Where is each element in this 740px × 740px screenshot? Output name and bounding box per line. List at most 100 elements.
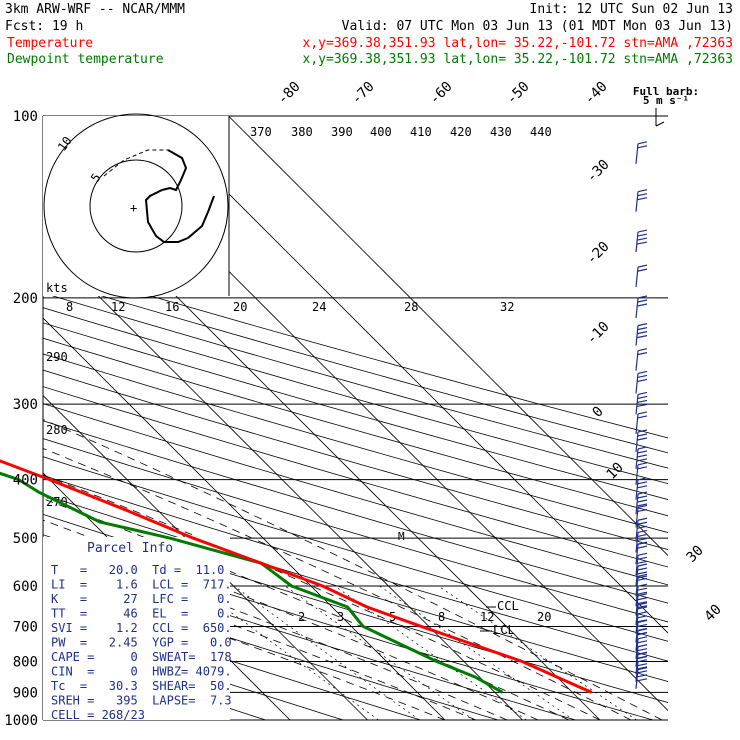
wind-barb bbox=[635, 411, 648, 434]
dry-adiabat bbox=[43, 278, 668, 454]
hodograph-background bbox=[43, 116, 229, 296]
wind-barb bbox=[635, 189, 648, 212]
hodograph-trace bbox=[144, 149, 189, 243]
wind-barb bbox=[635, 370, 648, 394]
parcel-info-row: Tc = 30.3 SHEAR= 50. bbox=[51, 679, 232, 693]
parcel-info-row: CELL = 268/23 bbox=[51, 708, 145, 722]
mixing-label-12: 12 bbox=[480, 610, 494, 624]
dry-adiabat bbox=[43, 576, 499, 720]
dry-adiabat bbox=[43, 474, 668, 662]
mixing-ratio-line bbox=[284, 585, 475, 720]
model-title: 3km ARW-WRF -- NCAR/MMM bbox=[5, 2, 185, 17]
speed-label-8: 8 bbox=[66, 300, 73, 314]
theta-label-290: 290 bbox=[46, 350, 68, 364]
wind-barb bbox=[635, 517, 648, 541]
wind-barb bbox=[635, 429, 648, 453]
isotherm-label-m70: -70 bbox=[349, 79, 378, 108]
wind-barb bbox=[635, 504, 648, 528]
isotherm-line bbox=[43, 317, 446, 720]
speed-label-32: 32 bbox=[500, 300, 514, 314]
theta-labels: 370 380 390 400 410 420 430 440 290 280 … bbox=[46, 125, 552, 509]
hodograph-ring-inner bbox=[89, 159, 183, 253]
wind-barb bbox=[635, 628, 648, 651]
speed-label-24: 24 bbox=[312, 300, 326, 314]
pressure-label: 100 bbox=[13, 109, 38, 125]
wind-barb bbox=[635, 583, 648, 607]
wind-barb bbox=[635, 593, 648, 616]
theta-label-400: 400 bbox=[370, 125, 392, 139]
theta-label-390: 390 bbox=[331, 125, 353, 139]
wind-barb bbox=[635, 563, 648, 587]
dewpoint-legend-label: Dewpoint temperature bbox=[7, 52, 164, 67]
wind-barb bbox=[635, 141, 648, 164]
wind-barbs bbox=[635, 141, 648, 689]
parcel-info-title: Parcel Info bbox=[87, 541, 173, 556]
theta-label-430: 430 bbox=[490, 125, 512, 139]
isotherm-line bbox=[228, 116, 668, 557]
wind-key-line1: Full barb: bbox=[633, 85, 699, 98]
parcel-info-row: K = 27 LFC = 0. bbox=[51, 592, 232, 606]
temperature-profile bbox=[0, 459, 593, 694]
dry-adiabat bbox=[43, 386, 668, 568]
parcel-info-background bbox=[43, 537, 230, 720]
theta-label-410: 410 bbox=[410, 125, 432, 139]
isotherm-labels: -80 -70 -60 -50 -40 -30 -20 -10 0 10 30 … bbox=[275, 79, 725, 625]
mixing-ratio-line bbox=[438, 585, 637, 720]
dewpoint-location: x,y=369.38,351.93 lat,lon= 35.22,-101.72… bbox=[303, 52, 733, 67]
theta-label-440: 440 bbox=[530, 125, 552, 139]
pressure-label: 300 bbox=[13, 397, 38, 413]
dry-adiabat bbox=[43, 337, 668, 517]
parcel-info-row: SREH = 395 LAPSE= 7.3 bbox=[51, 694, 232, 708]
speed-label-28: 28 bbox=[404, 300, 418, 314]
wind-barb bbox=[635, 264, 648, 288]
moist-adiabat bbox=[43, 571, 446, 720]
dry-adiabat bbox=[43, 263, 668, 439]
parcel-info-row: CIN = 0 HWBZ= 4079. bbox=[51, 665, 232, 679]
forecast-hour: Fcst: 19 h bbox=[5, 19, 83, 34]
moist-adiabat bbox=[43, 447, 632, 720]
wind-key-line2: 5 m s⁻¹ bbox=[643, 94, 689, 107]
dewpoint-profile bbox=[0, 471, 504, 694]
parcel-info-row: CAPE = 0 SWEAT= 178 bbox=[51, 650, 232, 664]
pressure-label: 900 bbox=[13, 685, 38, 701]
lcl-label: LCL bbox=[493, 623, 515, 637]
wind-barb bbox=[635, 552, 648, 576]
pressure-label: 500 bbox=[13, 531, 38, 547]
isotherm-label-30: 30 bbox=[684, 543, 707, 566]
parcel-info-row: PW = 2.45 YGP = 0.0 bbox=[51, 636, 232, 650]
mixing-label-3: 3 bbox=[337, 610, 344, 624]
wind-barb bbox=[635, 295, 648, 319]
pressure-label: 700 bbox=[13, 619, 38, 635]
wind-barb bbox=[635, 491, 648, 515]
temperature-location: x,y=369.38,351.93 lat,lon= 35.22,-101.72… bbox=[303, 36, 733, 51]
isotherm-label-m20: -20 bbox=[584, 239, 613, 268]
parcel-info-panel: Parcel Info T = 20.0 Td = 11.0LI = 1.6 L… bbox=[43, 537, 232, 722]
isotherm-label-m50: -50 bbox=[504, 79, 533, 108]
wind-barb bbox=[635, 446, 648, 469]
isotherm-line bbox=[150, 116, 668, 634]
isotherm-label-m30: -30 bbox=[584, 157, 613, 186]
wind-barb bbox=[635, 462, 648, 485]
hodograph-center: + bbox=[130, 201, 137, 215]
dry-adiabat bbox=[43, 438, 668, 623]
wind-key-barb bbox=[655, 121, 665, 127]
pressure-label: 200 bbox=[13, 291, 38, 307]
theta-label-420: 420 bbox=[450, 125, 472, 139]
hodograph-trace-upper bbox=[187, 195, 215, 239]
wind-barb bbox=[635, 651, 648, 675]
m-label: M bbox=[398, 530, 405, 543]
mixing-ratio-line bbox=[233, 585, 420, 720]
parcel-info-row: LI = 1.6 LCL = 717. bbox=[51, 578, 232, 592]
theta-label-380: 380 bbox=[291, 125, 313, 139]
theta-label-370: 370 bbox=[250, 125, 272, 139]
pressure-label: 400 bbox=[13, 473, 38, 489]
parcel-info-row: T = 20.0 Td = 11.0 bbox=[51, 563, 224, 577]
mixing-ratio-line bbox=[194, 585, 379, 720]
wind-barb bbox=[635, 602, 648, 625]
wind-barb bbox=[635, 477, 648, 500]
dry-adiabat bbox=[43, 403, 668, 586]
dry-adiabat bbox=[43, 292, 668, 469]
pressure-label: 1000 bbox=[4, 713, 38, 729]
dry-adiabat bbox=[43, 420, 668, 604]
